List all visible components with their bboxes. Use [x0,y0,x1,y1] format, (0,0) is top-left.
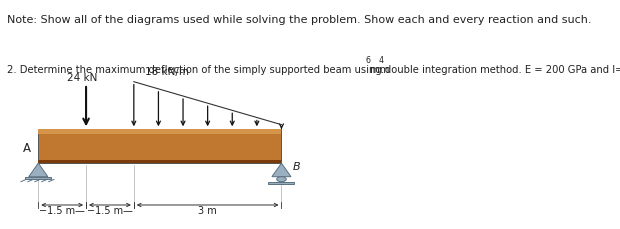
Bar [25,177,51,180]
Text: 18 kN/m: 18 kN/m [144,67,188,77]
Text: 24 kN: 24 kN [66,73,97,83]
Text: .: . [381,65,384,75]
Bar [268,182,294,184]
Text: Note: Show all of the diagrams used while solving the problem. Show each and eve: Note: Show all of the diagrams used whil… [7,15,591,25]
Bar [38,129,281,163]
Bar [38,129,281,134]
Circle shape [277,177,286,182]
Bar [38,160,281,163]
Text: 2. Determine the maximum deflection of the simply supported beam using double in: 2. Determine the maximum deflection of t… [7,65,620,75]
Text: −1.5 m—: −1.5 m— [87,206,133,216]
Polygon shape [29,163,48,177]
Text: 4: 4 [378,56,383,65]
Text: A: A [22,142,30,155]
Text: 6: 6 [365,56,370,65]
Text: 3 m: 3 m [198,206,217,216]
Polygon shape [272,163,291,177]
Text: −1.5 m—: −1.5 m— [39,206,85,216]
Text: B: B [292,161,300,172]
Text: mm: mm [368,65,390,75]
